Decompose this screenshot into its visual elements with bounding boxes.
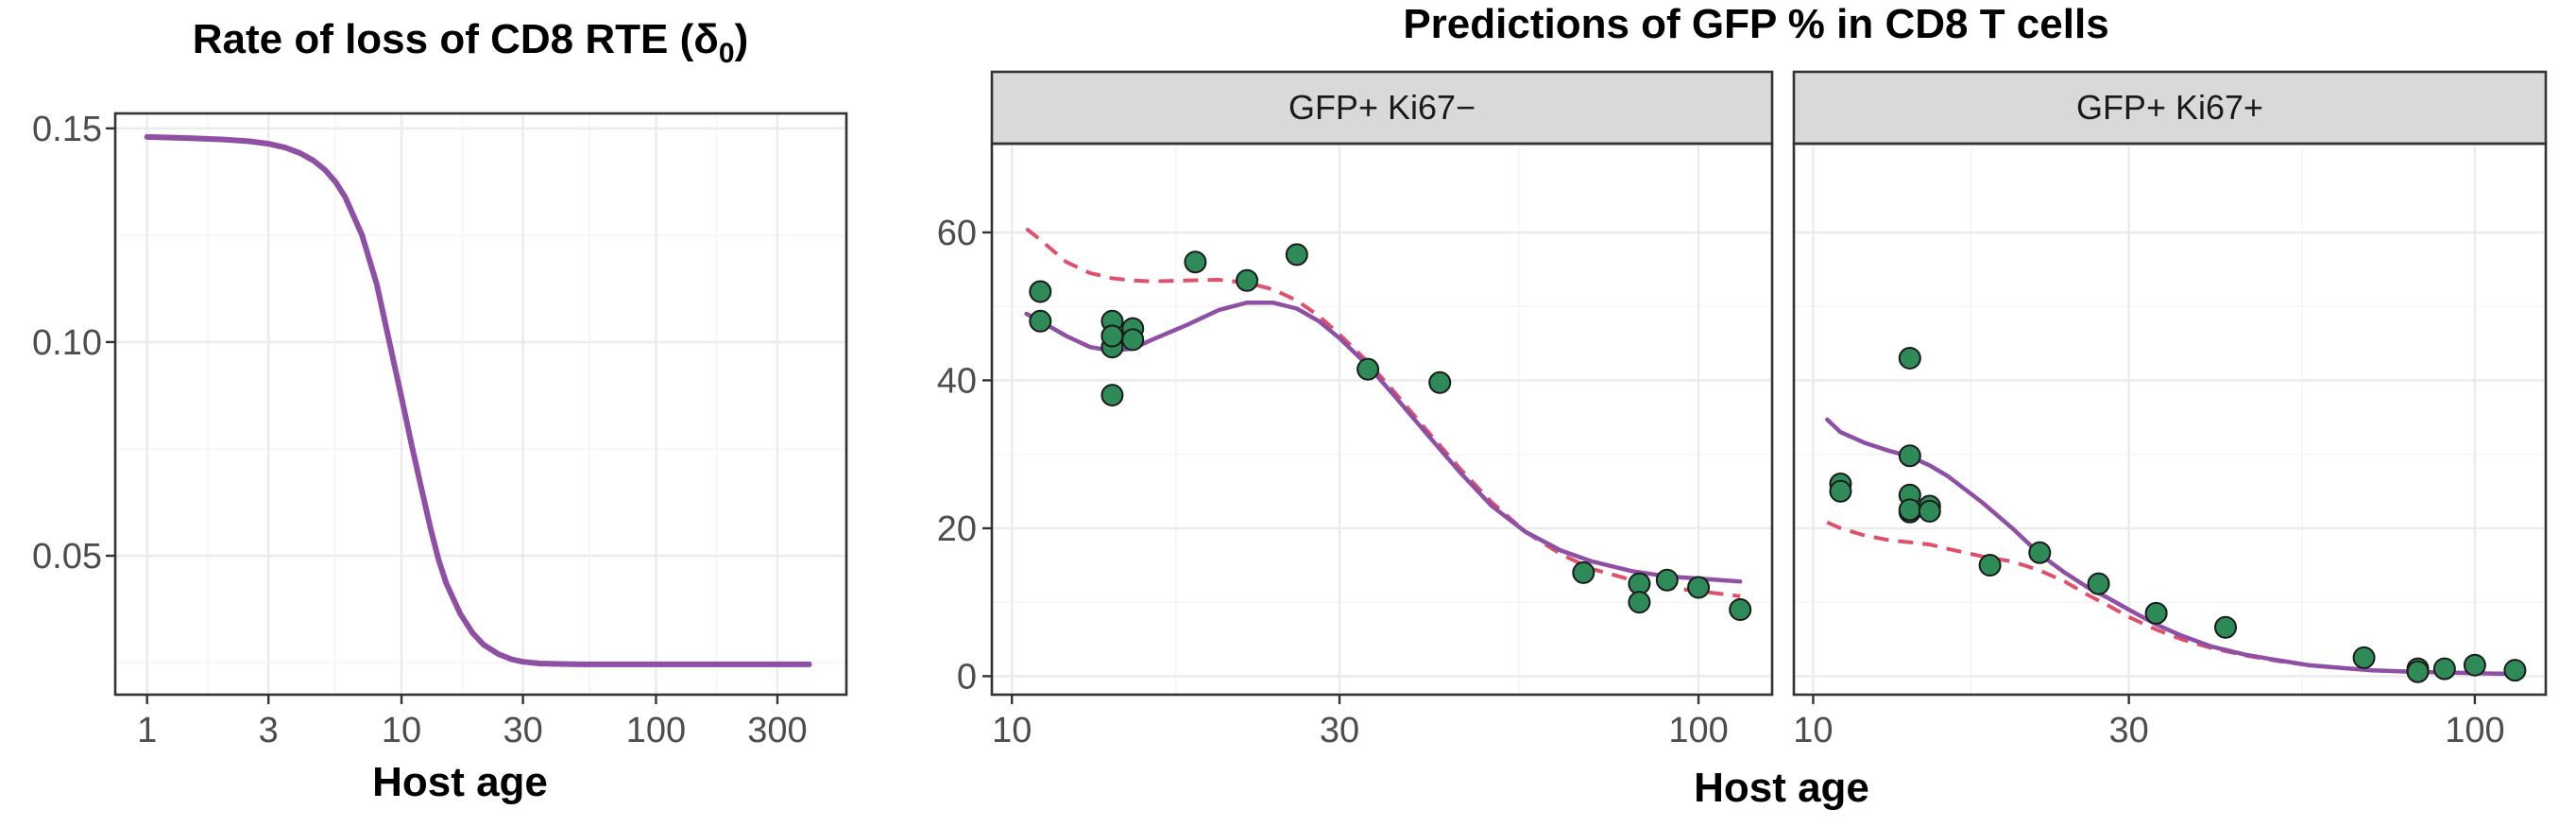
panel-1-y-tick-label: 40 [937,361,977,401]
panel-2-data-point [2087,572,2110,595]
panel-1-data-point [1121,328,1145,352]
right-plot: GFP+ Ki67− 10 30 100 0 20 40 60 GFP+ Ki67+ 10 30 10… [937,70,2548,750]
left-series-line [144,133,812,667]
left-plot: 0.05 0.10 0.15 1 3 10 30 100 300 [32,110,848,750]
panel-1-x-tick-label: 30 [1320,711,1359,750]
panel-2-data-point [2144,601,2168,625]
panel-2-x-tick-label: 100 [2445,711,2504,750]
panel-2-fit-line [1825,417,2517,677]
left-x-tick-label: 1 [137,711,157,750]
panel-1-data-point [1356,357,1380,381]
panel-1-data-point [1184,250,1207,274]
panel-2-data-point [2028,541,2052,564]
panel-1-x-tick-label: 10 [992,711,1032,750]
panel-2-data-point [1898,444,1921,468]
panel-1-data-point [1100,384,1124,407]
left-x-tick-label: 3 [259,711,279,750]
right-x-axis-title: Host age [1694,765,1869,811]
panel-2-data-point [2406,660,2430,683]
panel-1-data-point [1029,309,1052,333]
left-x-tick-label: 300 [747,711,807,750]
panel-1-data-point [1029,280,1052,303]
panel-1-data-point [1572,560,1595,584]
panel-2-alt-fit-line [1826,520,2516,677]
left-y-tick-label: 0.15 [32,110,102,149]
panel-1-data-point [1100,324,1124,348]
panel-1-data-point [1428,370,1452,394]
panel-1-y-tick-label: 20 [937,509,977,549]
panel-1-data-point [1236,268,1259,292]
panel-1-y-tick-label: 60 [937,214,977,253]
left-title-subscript: 0 [719,38,735,69]
panel-1-data-point [1655,568,1679,592]
panel-2-data-point [2352,646,2376,669]
panel-2-data-point [2463,653,2486,677]
panel-1-data-point [1687,576,1711,599]
panel-2-data-point [2503,659,2527,682]
left-y-tick-label: 0.05 [32,537,102,577]
panel-2-data-point [1898,346,1921,370]
panel-2-data-point [2214,615,2238,639]
panel-2-strip-label: GFP+ Ki67+ [2076,88,2263,127]
left-x-axis-title: Host age [372,759,548,805]
panel-2-data-point [1898,498,1921,522]
left-x-tick-label: 30 [503,711,542,750]
panel-2-data-point [1978,554,2002,577]
left-x-tick-label: 10 [382,711,421,750]
panel-2-strip [1792,70,2548,146]
left-title-main: Rate of loss of CD8 RTE (δ [193,16,719,62]
panel-1-data-point [1628,591,1651,614]
panel-1-x-tick-label: 100 [1668,711,1728,750]
panel-1-alt-fit-line [1025,227,1741,598]
right-chart-title: Predictions of GFP % in CD8 T cells [1403,1,2108,47]
left-chart-title: Rate of loss of CD8 RTE (δ0) [193,16,749,69]
left-plot-frame [113,112,848,697]
panel-1-data-point [1285,243,1308,267]
panel-2-x-tick-label: 10 [1793,711,1833,750]
panel-1-strip-label: GFP+ Ki67− [1288,88,1476,127]
left-x-tick-label: 100 [626,711,686,750]
panel-2-frame [1792,142,2548,697]
panel-2-data-point [2432,657,2456,681]
panel-2-x-tick-label: 30 [2109,711,2149,750]
panel-2-data-point [1829,479,1852,503]
panel-1-frame [990,142,1774,697]
panel-1-data-point [1729,598,1752,622]
panel-1-y-tick-label: 0 [957,657,977,697]
left-y-tick-label: 0.10 [32,323,102,363]
panel-2-data-point [1918,499,1941,523]
left-title-end: ) [735,16,749,62]
